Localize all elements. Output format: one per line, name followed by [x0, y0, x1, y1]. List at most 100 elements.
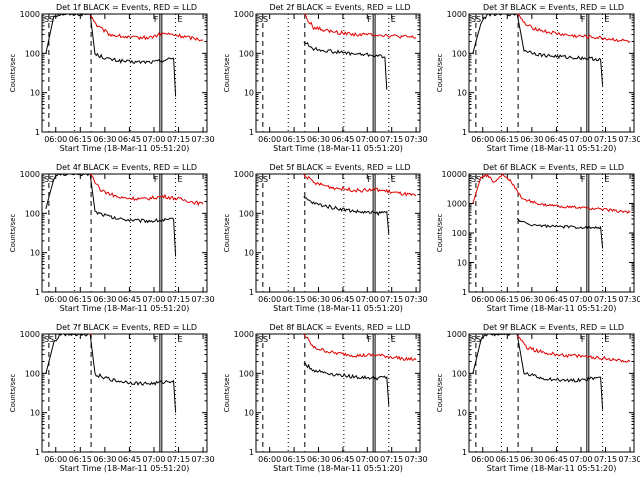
- y-tick-label: 100: [452, 369, 467, 378]
- panel-title: Det 8f BLACK = Events, RED = LLD: [269, 323, 410, 332]
- series-lld-line: [472, 173, 631, 214]
- x-tick-label: 06:45: [331, 135, 354, 144]
- x-tick-label: 06:30: [93, 455, 116, 464]
- y-tick-label: 100: [239, 49, 254, 58]
- plot-frame: [255, 13, 421, 133]
- marker-label-e: E: [391, 15, 396, 24]
- y-tick-label: 1: [462, 128, 467, 137]
- y-tick-label: 10: [30, 89, 40, 98]
- marker-label-s: S: [49, 175, 54, 184]
- x-tick-label: 06:45: [331, 295, 354, 304]
- x-tick-label: 07:30: [405, 295, 428, 304]
- x-axis-label: Start Time (18-Mar-11 05:51:20): [60, 144, 190, 153]
- series-events-line: [45, 333, 177, 413]
- y-axis-label: Counts/sec: [223, 374, 231, 413]
- x-tick-label: 06:45: [118, 295, 141, 304]
- y-tick-label: 1000: [447, 330, 467, 339]
- x-tick-label: 07:30: [619, 455, 640, 464]
- y-tick-label: 10: [244, 409, 254, 418]
- y-axis-label: Counts/sec: [9, 214, 17, 253]
- x-tick-label: 06:45: [118, 135, 141, 144]
- x-tick-label: 06:15: [69, 135, 92, 144]
- series-lld-line: [303, 13, 417, 39]
- y-tick-label: 100: [25, 49, 40, 58]
- plot-frame: [41, 333, 208, 453]
- marker-label-s: S: [44, 335, 49, 344]
- marker-label-s: S: [258, 175, 263, 184]
- panel-title: Det 9f BLACK = Events, RED = LLD: [483, 323, 624, 332]
- x-tick-label: 07:15: [380, 295, 403, 304]
- x-tick-label: 06:30: [93, 295, 116, 304]
- y-tick-label: 1000: [234, 10, 254, 19]
- y-tick-label: 1000: [447, 10, 467, 19]
- panel-title: Det 5f BLACK = Events, RED = LLD: [269, 163, 410, 172]
- x-tick-label: 06:30: [307, 295, 330, 304]
- panel-title: Det 1f BLACK = Events, RED = LLD: [56, 3, 197, 12]
- x-tick-label: 06:15: [283, 295, 306, 304]
- panel-title: Det 7f BLACK = Events, RED = LLD: [56, 323, 197, 332]
- x-tick-label: 07:15: [167, 455, 190, 464]
- marker-label-s: S: [49, 335, 54, 344]
- x-tick-label: 07:00: [356, 455, 379, 464]
- x-tick-label: 06:30: [307, 135, 330, 144]
- marker-label-e: E: [178, 175, 183, 184]
- y-tick-label: 10: [457, 259, 467, 268]
- x-tick-label: 06:30: [520, 135, 543, 144]
- x-tick-label: 07:30: [619, 295, 640, 304]
- marker-label-f: F: [367, 15, 372, 24]
- y-tick-label: 1: [249, 448, 254, 457]
- panel-title: Det 4f BLACK = Events, RED = LLD: [56, 163, 197, 172]
- x-tick-label: 07:30: [619, 135, 640, 144]
- x-tick-label: 06:00: [258, 295, 281, 304]
- y-tick-label: 1000: [234, 330, 254, 339]
- marker-label-f: F: [154, 15, 159, 24]
- y-tick-label: 10: [30, 249, 40, 258]
- series-lld-line: [89, 14, 204, 42]
- y-tick-label: 1: [462, 448, 467, 457]
- x-tick-label: 07:00: [356, 295, 379, 304]
- x-tick-label: 06:30: [93, 135, 116, 144]
- x-tick-label: 07:15: [380, 135, 403, 144]
- x-tick-label: 06:00: [471, 135, 494, 144]
- y-tick-label: 1000: [20, 10, 40, 19]
- y-tick-label: 1: [35, 448, 40, 457]
- y-tick-label: 100: [452, 49, 467, 58]
- y-axis-label: Counts/sec: [436, 374, 444, 413]
- x-tick-label: 06:15: [496, 455, 519, 464]
- x-tick-label: 06:45: [545, 135, 568, 144]
- y-axis-label: Counts/sec: [436, 54, 444, 93]
- x-tick-label: 07:30: [192, 135, 215, 144]
- marker-label-f: F: [581, 15, 586, 24]
- series-events-line: [303, 196, 390, 234]
- plot-frame: [468, 13, 635, 133]
- marker-label-f: F: [154, 175, 159, 184]
- marker-label-s: S: [263, 175, 268, 184]
- marker-label-s: S: [44, 15, 49, 24]
- marker-label-f: F: [367, 335, 372, 344]
- y-tick-label: 10: [457, 409, 467, 418]
- y-tick-label: 1: [249, 128, 254, 137]
- x-tick-label: 06:00: [44, 135, 67, 144]
- y-axis-label: Counts/sec: [223, 214, 231, 253]
- x-tick-label: 07:30: [405, 135, 428, 144]
- y-tick-label: 1: [35, 288, 40, 297]
- x-axis-label: Start Time (18-Mar-11 05:51:20): [60, 464, 190, 473]
- x-tick-label: 07:15: [594, 135, 617, 144]
- marker-label-s: S: [258, 15, 263, 24]
- series-lld-line: [89, 173, 204, 207]
- x-tick-label: 07:00: [142, 295, 165, 304]
- x-tick-label: 06:15: [69, 295, 92, 304]
- plot-frame: [41, 13, 208, 133]
- series-events-line: [472, 13, 604, 86]
- x-tick-label: 06:15: [283, 135, 306, 144]
- plot-frame: [41, 173, 208, 293]
- x-tick-label: 06:30: [520, 455, 543, 464]
- series-lld-line: [89, 333, 93, 336]
- marker-label-s: S: [471, 15, 476, 24]
- x-axis-label: Start Time (18-Mar-11 05:51:20): [273, 464, 403, 473]
